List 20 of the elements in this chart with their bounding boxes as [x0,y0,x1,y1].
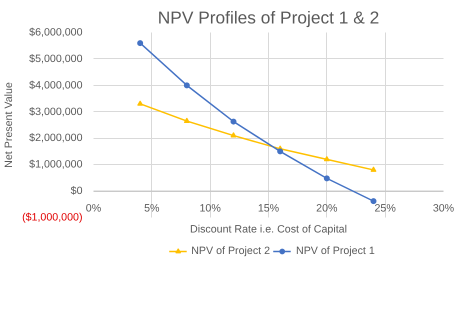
x-tick-label: 15% [258,202,280,214]
x-tick-label: 5% [144,202,160,214]
y-tick-label: $5,000,000 [29,52,83,65]
chart-title: NPV Profiles of Project 1 & 2 [158,8,380,28]
x-tick-label: 0% [86,202,102,214]
y-tick-label: $4,000,000 [29,79,83,92]
y-axis-title: Net Present Value [3,82,16,168]
legend-label: NPV of Project 2 [191,245,270,257]
x-tick-label: 30% [432,202,455,214]
legend-label: NPV of Project 1 [296,245,375,257]
y-tick-label: $0 [70,185,83,198]
y-tick-label: ($1,000,000) [22,212,83,224]
x-axis-title: Discount Rate i.e. Cost of Capital [190,224,347,236]
x-tick-label: 20% [316,202,338,214]
x-tick-label: 10% [200,202,222,214]
y-tick-label: $2,000,000 [29,132,83,144]
y-tick-label: $3,000,000 [29,106,83,118]
y-tick-label: $1,000,000 [29,158,83,171]
y-tick-label: $6,000,000 [29,26,83,38]
x-tick-label: 25% [374,202,396,214]
